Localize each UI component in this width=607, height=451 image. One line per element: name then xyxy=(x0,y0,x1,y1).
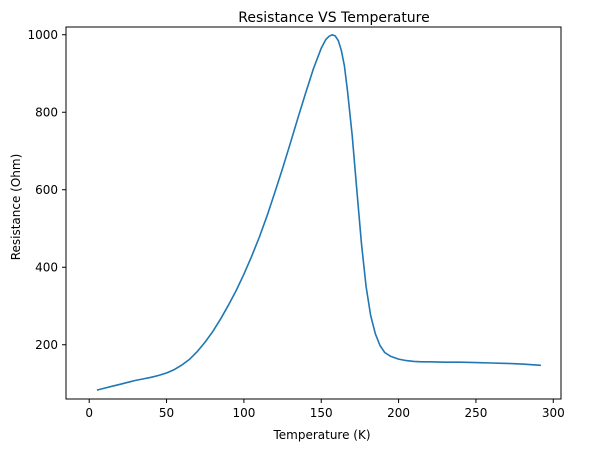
series-layer xyxy=(96,33,541,391)
x-axis-label: Temperature (K) xyxy=(272,428,370,442)
x-tick-label: 200 xyxy=(387,406,410,420)
x-tick-label: 100 xyxy=(232,406,255,420)
y-tick-label: 600 xyxy=(35,183,58,197)
x-tick-label: 250 xyxy=(464,406,487,420)
y-axis: 200 400 600 800 1000 xyxy=(27,28,66,352)
y-axis-label: Resistance (Ohm) xyxy=(9,154,23,261)
y-tick-label: 1000 xyxy=(27,28,58,42)
plot-area xyxy=(65,26,562,400)
y-tick-label: 400 xyxy=(35,260,58,274)
chart-title: Resistance VS Temperature xyxy=(238,10,430,26)
x-tick-label: 150 xyxy=(310,406,333,420)
y-tick-label: 200 xyxy=(35,338,58,352)
x-axis: 0 50 100 150 200 250 300 xyxy=(85,399,565,420)
y-tick-label: 800 xyxy=(35,105,58,119)
x-tick-label: 300 xyxy=(542,406,565,420)
x-tick-label: 0 xyxy=(85,406,93,420)
x-tick-label: 50 xyxy=(159,406,174,420)
series-line xyxy=(96,33,541,391)
